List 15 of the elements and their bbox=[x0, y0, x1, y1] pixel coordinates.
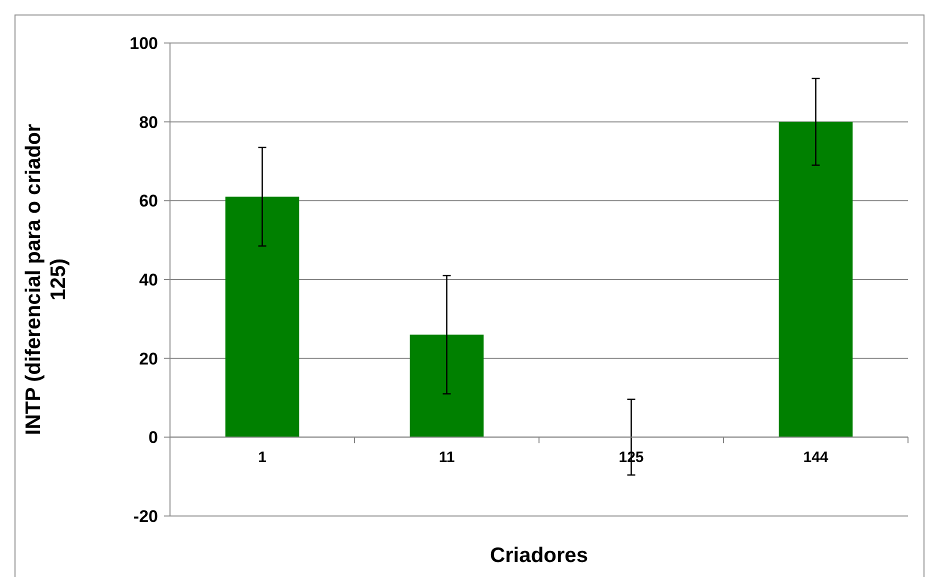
y-tick-label: 100 bbox=[130, 34, 158, 53]
y-tick-label: 0 bbox=[148, 428, 158, 448]
bar bbox=[225, 196, 300, 438]
y-tick-label: -20 bbox=[133, 506, 158, 526]
x-tick-label: 1 bbox=[258, 449, 266, 466]
x-axis-title: Criadores bbox=[490, 544, 588, 567]
y-tick-label: 40 bbox=[139, 270, 158, 290]
y-tick-label: 20 bbox=[139, 349, 158, 368]
y-tick-label: 80 bbox=[139, 112, 158, 132]
y-axis-title: INTP (diferencial para o criador 125) bbox=[22, 124, 70, 436]
bar bbox=[410, 334, 484, 438]
x-tick-label: 144 bbox=[803, 449, 829, 466]
y-tick-label: 60 bbox=[139, 192, 158, 211]
bar bbox=[778, 122, 853, 438]
x-tick-label: 11 bbox=[438, 449, 455, 466]
